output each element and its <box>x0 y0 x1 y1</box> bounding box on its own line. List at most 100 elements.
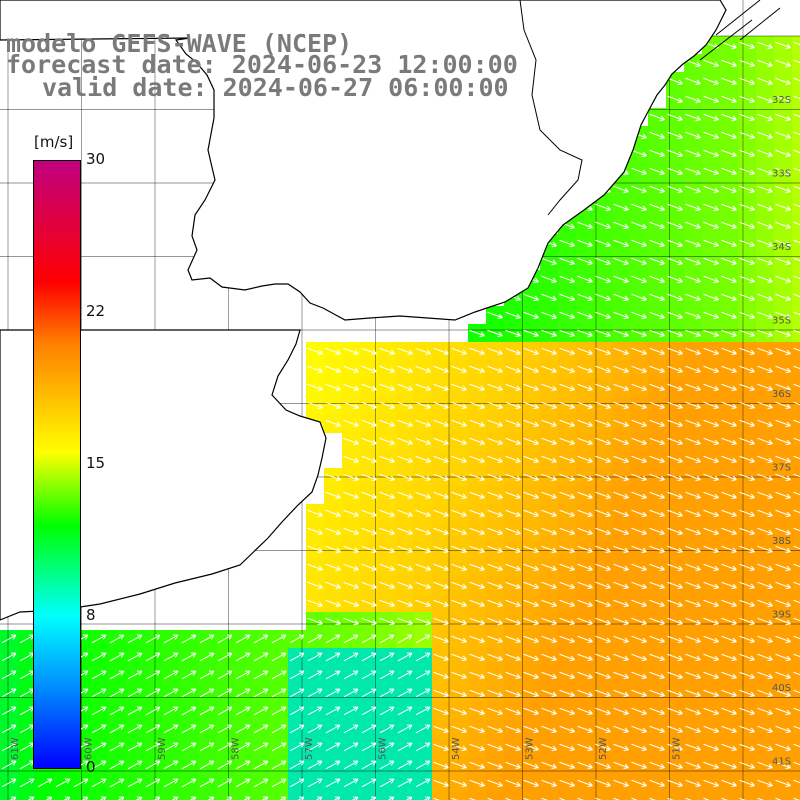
wind-cell <box>792 648 800 667</box>
wind-arrow <box>739 185 755 193</box>
wind-arrow <box>649 581 665 589</box>
wind-arrow <box>505 617 521 625</box>
wind-arrow <box>739 41 755 49</box>
wind-arrow <box>505 311 521 319</box>
latitude-label: 41S <box>772 757 791 768</box>
wind-arrow <box>577 491 593 499</box>
wind-arrow <box>541 635 557 643</box>
wind-cell <box>396 720 415 739</box>
wind-arrow <box>757 707 773 715</box>
wind-cell <box>144 684 163 703</box>
wind-cell <box>0 648 19 667</box>
wind-cell <box>378 630 397 649</box>
wind-arrow <box>559 473 575 481</box>
wind-arrow <box>361 724 377 734</box>
wind-cell <box>216 720 235 739</box>
wind-arrow <box>127 760 143 770</box>
wind-arrow <box>559 401 575 409</box>
wind-arrow <box>793 473 800 478</box>
wind-arrow <box>757 221 773 229</box>
wind-arrow <box>541 545 557 553</box>
wind-arrow <box>577 761 593 769</box>
wind-arrow <box>775 527 791 535</box>
wind-cell <box>288 792 307 800</box>
longitude-label: 57W <box>304 737 315 760</box>
wind-arrow <box>325 617 341 625</box>
wind-arrow <box>721 131 737 139</box>
wind-cell <box>144 774 163 793</box>
wind-arrow <box>127 688 143 698</box>
wind-arrow <box>739 527 755 535</box>
wind-arrow <box>703 293 719 301</box>
wind-arrow <box>721 365 737 373</box>
wind-arrow <box>631 491 647 499</box>
wind-arrow <box>253 706 269 716</box>
wind-arrow <box>793 527 800 532</box>
wind-arrow <box>595 293 611 301</box>
wind-cell <box>180 684 199 703</box>
wind-arrow <box>415 437 431 445</box>
wind-arrow <box>793 167 800 172</box>
wind-cell <box>288 666 307 685</box>
wind-arrow <box>649 545 665 553</box>
wind-arrow <box>415 778 431 788</box>
wind-arrow <box>685 185 701 193</box>
wind-cell <box>432 792 451 800</box>
wind-arrow <box>397 455 413 463</box>
wind-arrow <box>559 797 572 800</box>
wind-arrow <box>469 797 482 800</box>
wind-cell <box>18 774 37 793</box>
wind-arrow <box>307 527 323 535</box>
wind-arrow <box>415 706 431 716</box>
title-forecast-date: forecast date: 2024-06-23 12:00:00 <box>6 50 518 79</box>
wind-arrow <box>451 491 467 499</box>
wind-arrow <box>595 491 611 499</box>
wind-arrow <box>685 653 701 661</box>
wind-arrow <box>307 545 323 553</box>
colorbar-tick-0: 0 <box>86 758 96 776</box>
wind-arrow <box>739 257 755 265</box>
wind-arrow <box>721 761 737 769</box>
wind-cell <box>198 756 217 775</box>
wind-cell <box>792 450 800 469</box>
wind-arrow <box>613 347 629 355</box>
wind-arrow <box>271 778 287 788</box>
wind-arrow <box>505 671 521 679</box>
wind-arrow <box>163 706 179 716</box>
wind-arrow <box>433 401 449 409</box>
wind-arrow <box>739 293 755 301</box>
wind-arrow <box>469 653 485 661</box>
wind-arrow <box>451 671 467 679</box>
wind-cell <box>396 684 415 703</box>
wind-cell <box>324 684 343 703</box>
wind-arrow <box>361 742 377 752</box>
wind-arrow <box>397 383 413 391</box>
wind-arrow <box>541 653 557 661</box>
wind-cell <box>180 630 199 649</box>
wind-arrow <box>775 599 791 607</box>
wind-arrow <box>667 725 683 733</box>
wind-cell <box>324 702 343 721</box>
wind-arrow <box>739 365 755 373</box>
wind-arrow <box>217 760 233 770</box>
wind-arrow <box>343 509 359 517</box>
wind-arrow <box>451 599 467 607</box>
wind-arrow <box>235 742 251 752</box>
wind-arrow <box>379 563 395 571</box>
wind-arrow <box>415 688 431 698</box>
wind-arrow <box>523 437 539 445</box>
wind-arrow <box>757 599 773 607</box>
wind-arrow <box>721 311 737 319</box>
wind-cell <box>0 684 19 703</box>
longitude-label: 58W <box>231 737 242 760</box>
wind-cell <box>792 666 800 685</box>
wind-cell <box>342 684 361 703</box>
wind-arrow <box>235 778 251 788</box>
wind-arrow <box>343 617 359 625</box>
wind-arrow <box>415 347 431 355</box>
wind-cell <box>324 720 343 739</box>
wind-arrow <box>235 688 251 698</box>
wind-arrow <box>793 203 800 208</box>
wind-arrow <box>559 635 575 643</box>
wind-arrow <box>325 365 341 373</box>
